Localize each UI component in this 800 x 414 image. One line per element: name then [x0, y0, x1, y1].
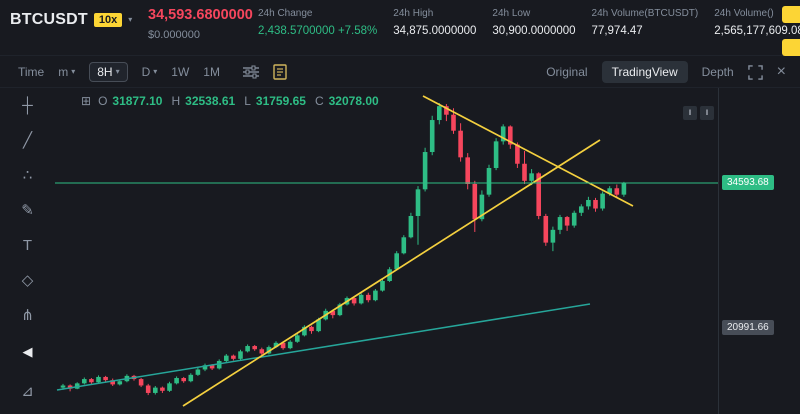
- stat-24h-volume-base: 24h Volume(BTCUSDT) 77,974.47: [592, 8, 699, 37]
- ohlc-high-label: H: [171, 94, 181, 108]
- collapse-toolbar-icon[interactable]: ◀: [22, 344, 33, 359]
- stat-24h-low: 24h Low 30,900.0000000: [492, 8, 575, 37]
- stat-label: 24h Change: [258, 8, 313, 19]
- stat-value: 30,900.0000000: [492, 25, 576, 37]
- caret-down-icon: ▾: [71, 66, 76, 76]
- ticker-stats: 24h Change 2,438.5700000 +7.58% 24h High…: [258, 8, 800, 37]
- stat-label: 24h High: [393, 8, 434, 19]
- ohlc-close-value: 32078.00: [328, 94, 379, 108]
- close-icon[interactable]: ×: [776, 63, 786, 80]
- chart-settings-icon[interactable]: [242, 65, 260, 79]
- drawing-toolbar: ┼ ╱ ∴ ✎ T ◇ ⋔ ◀ ⊿: [0, 88, 55, 414]
- ruler-tool-icon[interactable]: ⊿: [21, 383, 34, 400]
- stat-label: 24h Volume(): [714, 8, 774, 19]
- interval-label: 8H: [97, 64, 113, 79]
- chart-canvas[interactable]: ⊞ O 31877.10 H 32538.61 L 31759.65 C 320…: [55, 88, 718, 414]
- interval-label: 1M: [203, 64, 220, 79]
- original-chart-button[interactable]: Original: [546, 65, 588, 79]
- ticker-header: BTCUSDT 10x ▾ 34,593.6800000 $0.000000 2…: [0, 0, 800, 56]
- support-price-badge: 20991.66: [722, 320, 774, 335]
- tradingview-chart-button[interactable]: TradingView: [601, 61, 688, 83]
- caret-down-icon: ▾: [115, 66, 120, 76]
- ohlc-open-label: O: [98, 94, 108, 108]
- interval-label: 1W: [171, 64, 190, 79]
- text-tool-icon[interactable]: T: [22, 237, 33, 254]
- brush-tool-icon[interactable]: ✎: [21, 202, 34, 219]
- trend-line-tool-icon[interactable]: ╱: [22, 132, 33, 149]
- stat-value: 2,565,177,609.08: [714, 25, 800, 37]
- stat-value: 34,875.0000000: [393, 25, 477, 37]
- ohlc-close-label: C: [314, 94, 324, 108]
- chart-toolbar-right: Original TradingView Depth ×: [546, 56, 786, 88]
- leverage-caret-icon[interactable]: ▾: [128, 15, 133, 24]
- pitchfork-tool-icon[interactable]: ⋔: [21, 307, 34, 324]
- ohlc-low-value: 31759.65: [255, 94, 306, 108]
- stat-24h-change: 24h Change 2,438.5700000 +7.58%: [258, 8, 377, 37]
- interval-1w[interactable]: 1W: [171, 65, 189, 79]
- stat-label: 24h Low: [492, 8, 531, 19]
- usd-value: $0.000000: [148, 29, 200, 41]
- interval-day[interactable]: D ▾: [142, 65, 158, 79]
- chart-mini-buttons: ‖ ‖: [683, 106, 714, 120]
- interval-1m[interactable]: 1M: [203, 65, 220, 79]
- stat-value: 77,974.47: [591, 25, 643, 37]
- current-price-badge: 34593.68: [722, 175, 774, 190]
- fullscreen-icon[interactable]: [747, 64, 763, 80]
- stat-24h-volume-quote: 24h Volume() 2,565,177,609.08: [714, 8, 800, 37]
- chart-toolbar: Time m ▾ 8H ▾ D ▾ 1W 1M: [0, 56, 800, 88]
- pattern-tool-icon[interactable]: ◇: [21, 272, 34, 289]
- interval-minutes[interactable]: m ▾: [58, 65, 75, 79]
- ohlc-high-value: 32538.61: [185, 94, 236, 108]
- caret-down-icon: ▾: [153, 66, 158, 76]
- depth-chart-button[interactable]: Depth: [701, 65, 734, 79]
- trading-data-panel-icon[interactable]: [272, 63, 288, 80]
- chart-main: ┼ ╱ ∴ ✎ T ◇ ⋔ ◀ ⊿ ⊞ O 31877.10 H 32538.6…: [0, 88, 800, 414]
- interval-label: D: [141, 64, 151, 79]
- truncated-action-button-bottom[interactable]: [782, 39, 800, 56]
- candlestick-chart[interactable]: [55, 88, 718, 414]
- truncated-action-button-top[interactable]: [782, 6, 800, 23]
- chart-mini-button-1[interactable]: ‖: [683, 106, 697, 120]
- symbol-name: BTCUSDT: [10, 11, 88, 28]
- ohlc-open-value: 31877.10: [112, 94, 163, 108]
- multi-point-tool-icon[interactable]: ∴: [22, 167, 33, 184]
- price-block: 34,593.6800000 $0.000000: [148, 7, 253, 41]
- leverage-badge[interactable]: 10x: [93, 13, 123, 27]
- ohlc-low-label: L: [244, 94, 251, 108]
- price-axis[interactable]: 34593.68 20991.66: [718, 88, 800, 414]
- symbol-block: BTCUSDT 10x ▾: [10, 11, 132, 29]
- stat-label: 24h Volume(BTCUSDT): [591, 8, 699, 19]
- crosshair-tool-icon[interactable]: ┼: [22, 97, 33, 114]
- interval-label: m: [58, 64, 69, 79]
- stat-value: 2,438.5700000 +7.58%: [258, 25, 378, 37]
- chart-mini-button-2[interactable]: ‖: [700, 106, 714, 120]
- stat-24h-high: 24h High 34,875.0000000: [393, 8, 476, 37]
- last-price: 34,593.6800000: [148, 7, 253, 23]
- ohlc-grid-icon[interactable]: ⊞: [81, 94, 92, 108]
- time-label: Time: [18, 64, 45, 79]
- ohlc-readout: ⊞ O 31877.10 H 32538.61 L 31759.65 C 320…: [81, 94, 383, 108]
- interval-8h-selected[interactable]: 8H ▾: [89, 61, 128, 82]
